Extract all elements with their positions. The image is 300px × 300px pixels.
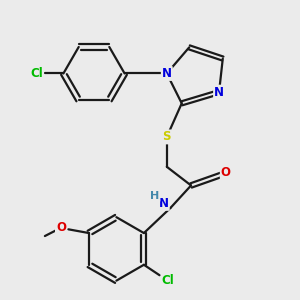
Text: S: S [163,130,171,143]
Text: N: N [159,197,169,210]
Text: N: N [162,67,172,80]
Text: Cl: Cl [30,67,43,80]
Text: Cl: Cl [162,274,175,287]
Text: O: O [56,221,66,234]
Text: O: O [221,166,231,178]
Text: H: H [150,191,160,201]
Text: N: N [214,85,224,99]
